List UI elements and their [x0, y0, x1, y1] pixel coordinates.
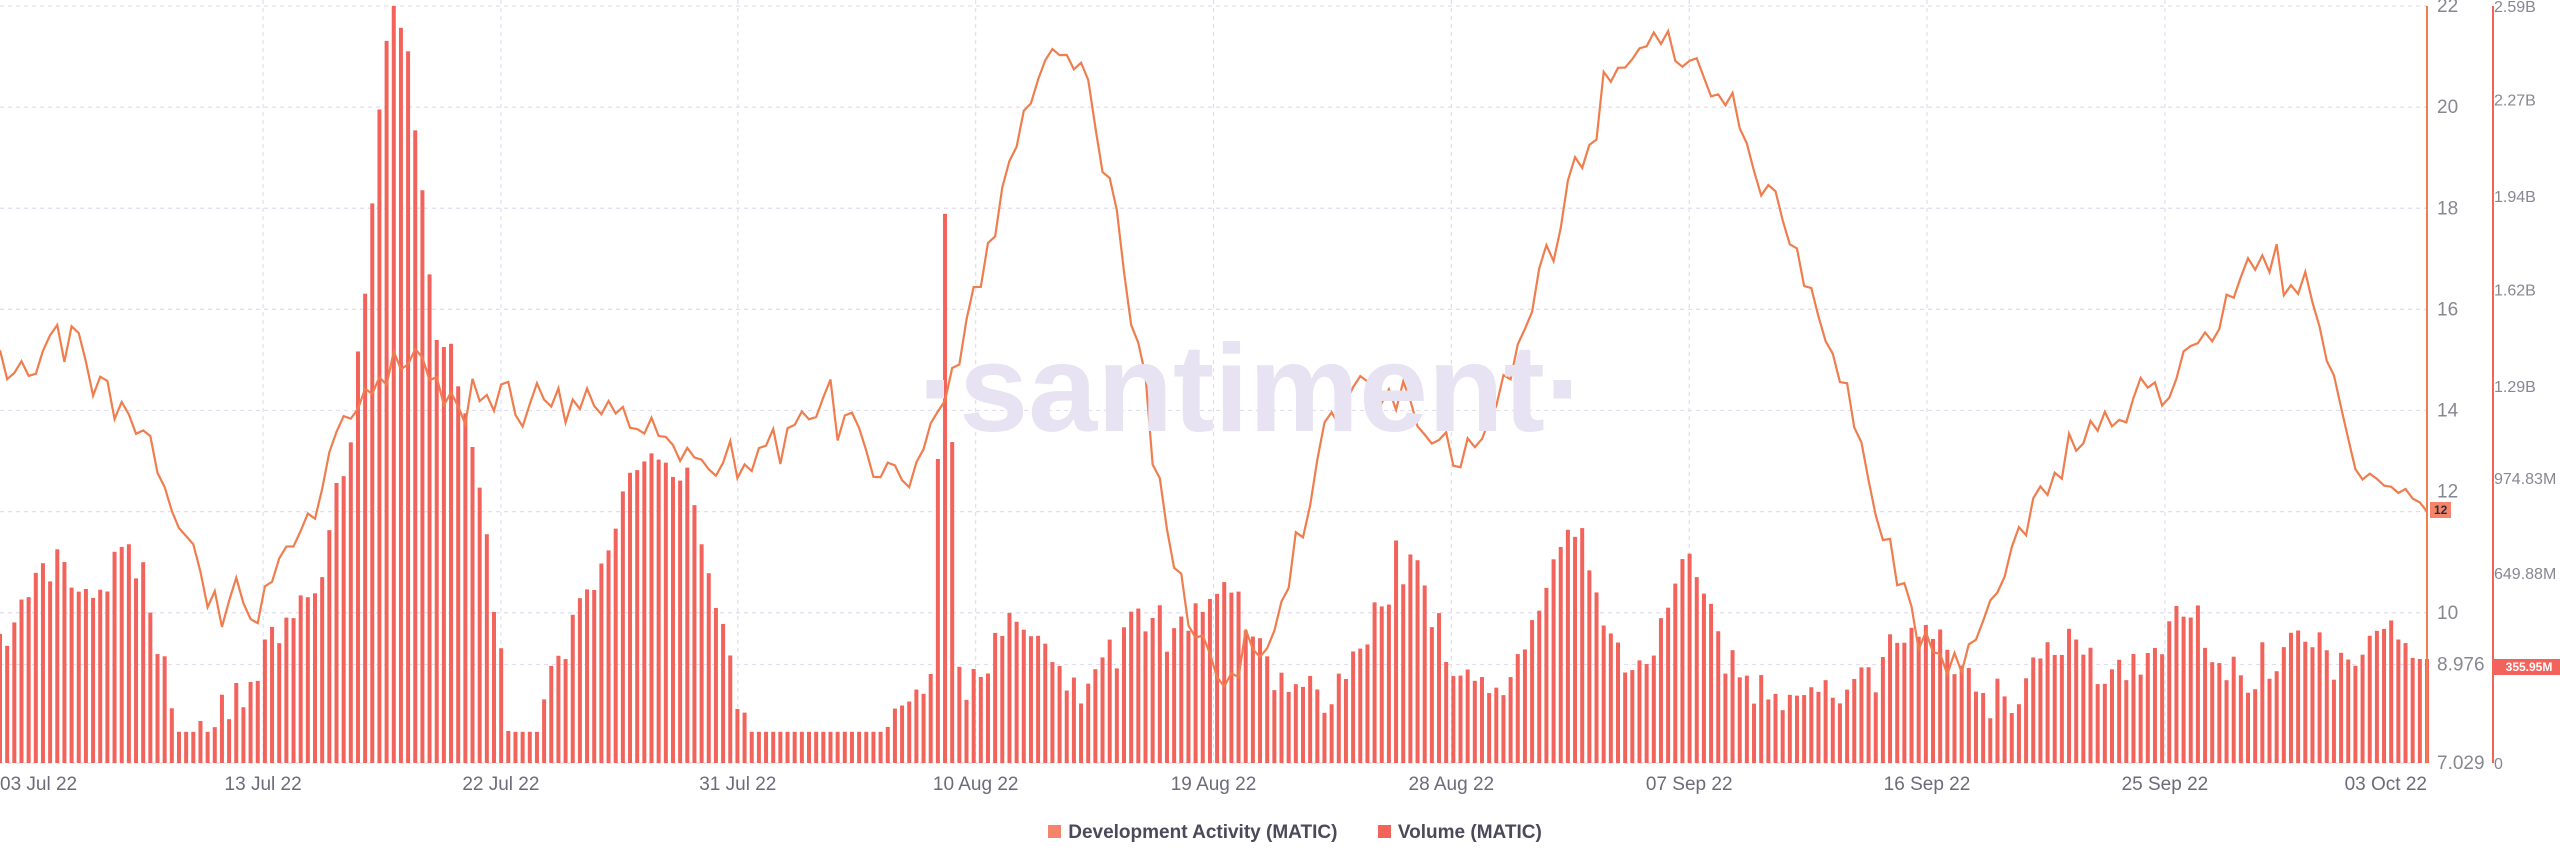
- svg-text:10: 10: [2437, 603, 2458, 624]
- svg-text:13 Jul 22: 13 Jul 22: [225, 774, 302, 795]
- svg-text:16 Sep 22: 16 Sep 22: [1884, 774, 1971, 795]
- svg-text:2.59B: 2.59B: [2494, 0, 2536, 16]
- svg-text:1.29B: 1.29B: [2494, 379, 2536, 396]
- svg-text:1.94B: 1.94B: [2494, 189, 2536, 206]
- svg-text:22 Jul 22: 22 Jul 22: [462, 774, 539, 795]
- svg-text:14: 14: [2437, 401, 2459, 422]
- svg-text:07 Sep 22: 07 Sep 22: [1646, 774, 1733, 795]
- svg-text:22: 22: [2437, 0, 2458, 17]
- svg-text:03 Oct 22: 03 Oct 22: [2345, 774, 2427, 795]
- svg-text:1.62B: 1.62B: [2494, 283, 2536, 300]
- svg-text:12: 12: [2437, 482, 2458, 503]
- svg-text:19 Aug 22: 19 Aug 22: [1171, 774, 1257, 795]
- svg-text:18: 18: [2437, 198, 2458, 219]
- svg-text:649.88M: 649.88M: [2494, 566, 2556, 583]
- svg-text:7.029: 7.029: [2437, 753, 2485, 774]
- svg-text:10 Aug 22: 10 Aug 22: [933, 774, 1019, 795]
- svg-text:0: 0: [2494, 756, 2503, 773]
- svg-text:8.976: 8.976: [2437, 655, 2485, 676]
- svg-text:28 Aug 22: 28 Aug 22: [1409, 774, 1495, 795]
- svg-text:20: 20: [2437, 97, 2458, 118]
- svg-text:2.27B: 2.27B: [2494, 93, 2536, 110]
- svg-text:31 Jul 22: 31 Jul 22: [699, 774, 776, 795]
- svg-text:03 Jul 22: 03 Jul 22: [0, 774, 77, 795]
- svg-text:974.83M: 974.83M: [2494, 471, 2556, 488]
- svg-text:16: 16: [2437, 299, 2458, 320]
- svg-text:25 Sep 22: 25 Sep 22: [2122, 774, 2209, 795]
